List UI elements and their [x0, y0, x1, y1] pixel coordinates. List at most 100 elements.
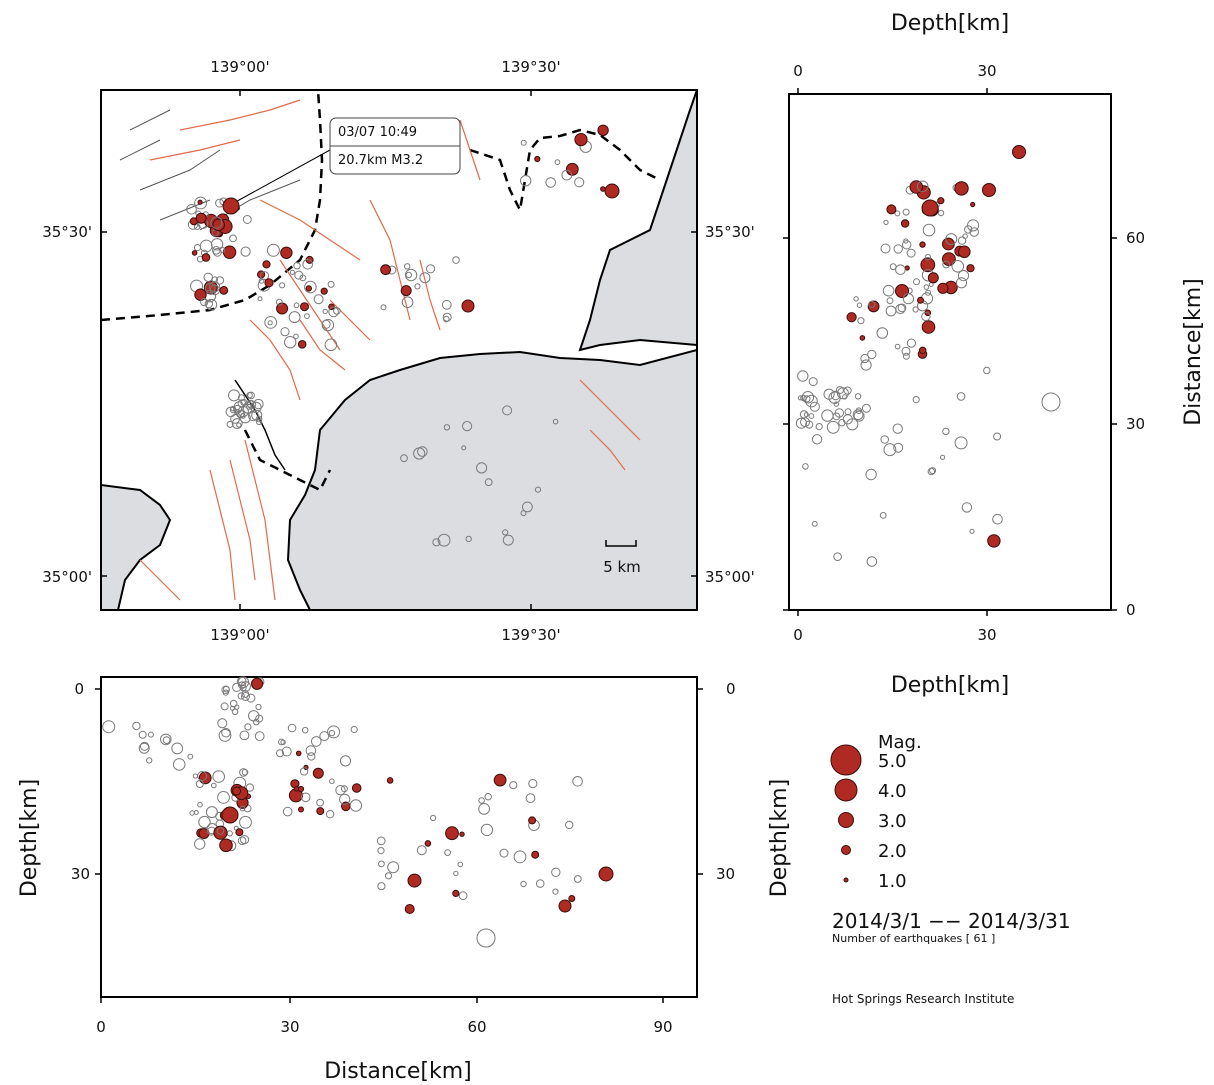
side-hypocenter [992, 513, 1003, 525]
side-hypocenter [867, 349, 877, 360]
bottom-hypocenter [172, 758, 186, 771]
map-epicenter [297, 340, 307, 349]
map-epicenter [437, 533, 451, 547]
bottom-hypocenter [404, 904, 415, 914]
bottom-hypocenter [138, 730, 147, 739]
side-top-title: Depth[km] [891, 11, 1009, 36]
bottom-hypocenter [198, 771, 212, 785]
map-epicenter [264, 278, 274, 288]
legend-label-4: 4.0 [878, 781, 907, 802]
map-epicenter [502, 405, 513, 416]
side-hypocenter [859, 335, 866, 341]
side-hypocenter [833, 552, 842, 562]
bottom-hypocenter [276, 749, 284, 758]
map-epicenter [419, 272, 431, 284]
bottom-axis-title: Distance[km] [324, 1059, 472, 1084]
bottom-hypocenter [350, 725, 358, 734]
bottom-hypocenter [198, 815, 211, 829]
bottom-hypocenter [520, 880, 527, 888]
side-hypocenter [954, 436, 968, 450]
bottom-hypocenter [244, 723, 252, 731]
map-epicenter [321, 318, 335, 332]
bottom-hypocenter [229, 699, 238, 708]
map-epicenter [401, 296, 414, 309]
bottom-hypocenter [299, 767, 309, 776]
side-hypocenter [842, 414, 853, 425]
period-label: 2014/3/1 −− 2014/3/31 [832, 909, 1071, 933]
bottom-hypocenter [312, 767, 324, 779]
bottom-hypocenter [430, 814, 437, 822]
magnitude-legend: Mag. 5.0 4.0 3.0 2.0 1.0 2014/3/1 −− 201… [830, 732, 1071, 1006]
map-epicenter [426, 264, 436, 274]
epicenter-map: 139°00' 139°30' 139°00' 139°30' 35°30' 3… [42, 58, 755, 644]
map-epicenter [191, 250, 198, 256]
side-hypocenter [895, 264, 906, 276]
side-hypocenter [895, 284, 909, 298]
side-hypocenter [937, 197, 945, 205]
bottom-ytick-left-30: 30 [71, 865, 90, 883]
bottom-hypocenter [531, 850, 540, 859]
bottom-hypocenter [132, 721, 141, 731]
map-epicenter [267, 320, 273, 326]
side-hypocenter [942, 427, 950, 436]
bottom-hypocenter [457, 861, 464, 868]
bottom-hypocenter [192, 773, 198, 779]
side-hypocenter [808, 413, 815, 419]
bottom-ytick-right-30: 30 [716, 865, 735, 883]
side-hypocenter [894, 210, 901, 217]
side-hypocenter [951, 260, 965, 273]
bottom-hypocenter [232, 786, 242, 796]
bottom-hypocenter [222, 689, 229, 696]
map-epicenter [417, 446, 428, 457]
side-hypocenter [929, 467, 937, 475]
side-ytick-30: 30 [1126, 415, 1145, 433]
legend-label-5: 5.0 [878, 751, 907, 772]
lat-label-right-35-00: 35°00' [705, 568, 755, 586]
side-hypocenter [919, 346, 927, 354]
bottom-hypocenter [251, 677, 264, 690]
map-epicenter [199, 239, 213, 253]
map-epicenter [502, 529, 509, 536]
sagami-bay-sea [286, 348, 697, 610]
side-hypocenter [844, 408, 852, 416]
bottom-hypocenter [452, 889, 460, 898]
bottom-hypocenter [160, 733, 172, 746]
bottom-hypocenters [102, 676, 614, 948]
map-ticks [101, 90, 697, 610]
side-hypocenter [961, 502, 973, 513]
lat-label-right-35-30: 35°30' [705, 223, 755, 241]
bottom-hypocenter [295, 750, 302, 757]
bottom-hypocenter [316, 807, 325, 816]
side-hypocenter [942, 260, 951, 269]
side-hypocenter [913, 278, 920, 286]
map-epicenter [502, 534, 514, 546]
map-epicenter [461, 445, 467, 451]
map-epicenter [380, 264, 392, 276]
side-xtick-top-0: 0 [793, 62, 803, 80]
bottom-hypocenter [245, 783, 255, 792]
bottom-hypocenter [316, 798, 325, 807]
map-epicenter [534, 155, 541, 163]
map-epicenter [289, 269, 295, 275]
map-epicenter [215, 276, 225, 285]
map-epicenter [200, 298, 209, 307]
side-ticks [783, 88, 1117, 616]
side-hypocenter [857, 317, 865, 325]
side-hypocenter-major [921, 199, 939, 217]
side-hypocenter [861, 403, 871, 413]
map-epicenter [574, 133, 588, 147]
map-epicenter [565, 162, 579, 176]
side-hypocenter [843, 386, 852, 395]
legend-label-2: 2.0 [878, 841, 907, 862]
bottom-frame [100, 676, 698, 998]
side-hypocenter [958, 245, 971, 259]
map-epicenter [534, 486, 542, 493]
section-line [229, 149, 331, 206]
side-hypocenter [880, 435, 890, 444]
map-epicenter [280, 246, 293, 260]
earthquake-count: Number of earthquakes [ 61 ] [832, 932, 995, 945]
map-epicenter [210, 216, 223, 229]
side-hypocenter [821, 409, 834, 422]
side-hypocenter [957, 270, 970, 282]
